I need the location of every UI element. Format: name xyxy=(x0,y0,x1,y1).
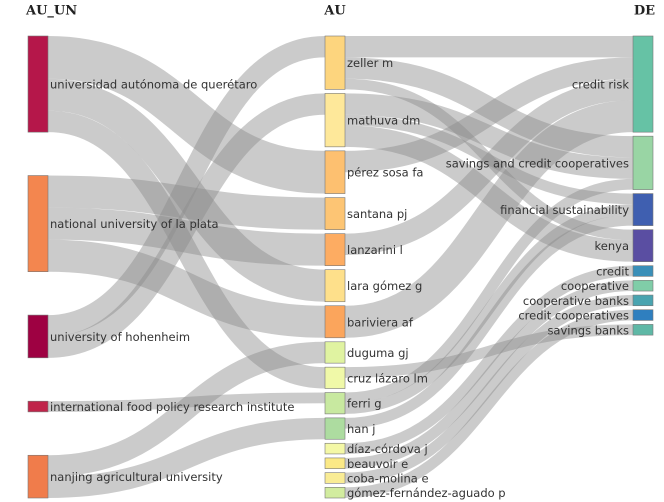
node xyxy=(324,392,346,415)
node xyxy=(632,309,654,321)
node-label: financial sustainability xyxy=(500,203,629,217)
node xyxy=(324,472,346,484)
node xyxy=(632,35,654,133)
node-label: duguma gj xyxy=(347,346,409,360)
link xyxy=(344,125,634,262)
link xyxy=(344,57,634,158)
node-label: cruz lázaro lm xyxy=(347,371,428,385)
node-label: credit risk xyxy=(572,78,629,92)
node-label: credit xyxy=(596,265,629,279)
link xyxy=(344,280,634,469)
node xyxy=(324,197,346,230)
link xyxy=(344,324,634,378)
column-title: AU_UN xyxy=(25,4,77,19)
links xyxy=(47,35,634,499)
node-label: national university of la plata xyxy=(50,217,219,231)
link xyxy=(344,100,634,338)
node xyxy=(324,417,346,440)
node xyxy=(324,233,346,266)
node xyxy=(324,341,346,364)
node-label: gómez-fernández-aguado p xyxy=(347,486,506,500)
node-label: international food policy research insti… xyxy=(50,400,294,414)
link xyxy=(47,36,326,337)
link xyxy=(344,178,634,404)
node xyxy=(632,193,654,226)
node-label: díaz-córdova j xyxy=(347,442,428,456)
node-label: zeller m xyxy=(347,56,393,70)
link xyxy=(47,110,326,389)
node-label: savings banks xyxy=(547,323,629,337)
link xyxy=(47,78,326,302)
link xyxy=(344,57,634,173)
link xyxy=(344,214,634,429)
node-label: lanzarini l xyxy=(347,243,403,257)
node xyxy=(324,269,346,303)
link xyxy=(47,36,326,194)
node-label: coba-molina e xyxy=(347,471,429,485)
link xyxy=(47,239,326,338)
link xyxy=(47,207,326,266)
node-label: cooperative xyxy=(561,279,629,293)
node-label: ferri g xyxy=(347,397,382,411)
link xyxy=(344,295,634,484)
node-label: credit cooperatives xyxy=(518,309,629,323)
node xyxy=(324,150,346,194)
link xyxy=(47,417,326,499)
node xyxy=(324,487,346,499)
node xyxy=(324,35,346,90)
node-label: han j xyxy=(347,422,375,436)
column-title: AU xyxy=(323,4,346,19)
node xyxy=(324,366,346,389)
node xyxy=(324,93,346,148)
link xyxy=(344,78,634,256)
link xyxy=(344,93,634,179)
node xyxy=(324,442,346,455)
node xyxy=(632,294,654,307)
node-label: pérez sosa fa xyxy=(347,166,423,180)
link xyxy=(344,114,634,205)
link xyxy=(47,175,326,230)
node-label: savings and credit cooperatives xyxy=(446,156,629,170)
node-label: cooperative banks xyxy=(523,294,629,308)
node-label: bariviera af xyxy=(347,315,414,329)
nodes: AU_UN universidad autónoma de querétaro na… xyxy=(25,4,655,501)
node xyxy=(27,400,49,413)
link xyxy=(344,265,634,454)
node xyxy=(27,35,49,133)
node xyxy=(324,457,346,469)
node xyxy=(27,175,49,272)
node-label: lara gómez g xyxy=(347,279,422,293)
link xyxy=(47,341,326,477)
link xyxy=(47,93,326,358)
link xyxy=(344,78,634,241)
link xyxy=(47,392,326,412)
node xyxy=(324,305,346,339)
column-title: DE xyxy=(634,4,655,19)
node-label: nanjing agricultural university xyxy=(50,470,223,484)
node-label: kenya xyxy=(595,239,629,253)
node xyxy=(27,454,49,499)
node-label: mathuva dm xyxy=(347,114,420,128)
node-label: santana pj xyxy=(347,207,407,221)
node-label: universidad autónoma de querétaro xyxy=(50,78,257,92)
node-label: university of hohenheim xyxy=(50,330,190,344)
node xyxy=(632,229,654,262)
node xyxy=(632,324,654,336)
node xyxy=(27,314,49,359)
link xyxy=(344,309,634,499)
node xyxy=(632,135,654,190)
node xyxy=(632,280,654,292)
link xyxy=(344,204,634,414)
node-label: beauvoir e xyxy=(347,457,408,471)
node xyxy=(632,265,654,277)
